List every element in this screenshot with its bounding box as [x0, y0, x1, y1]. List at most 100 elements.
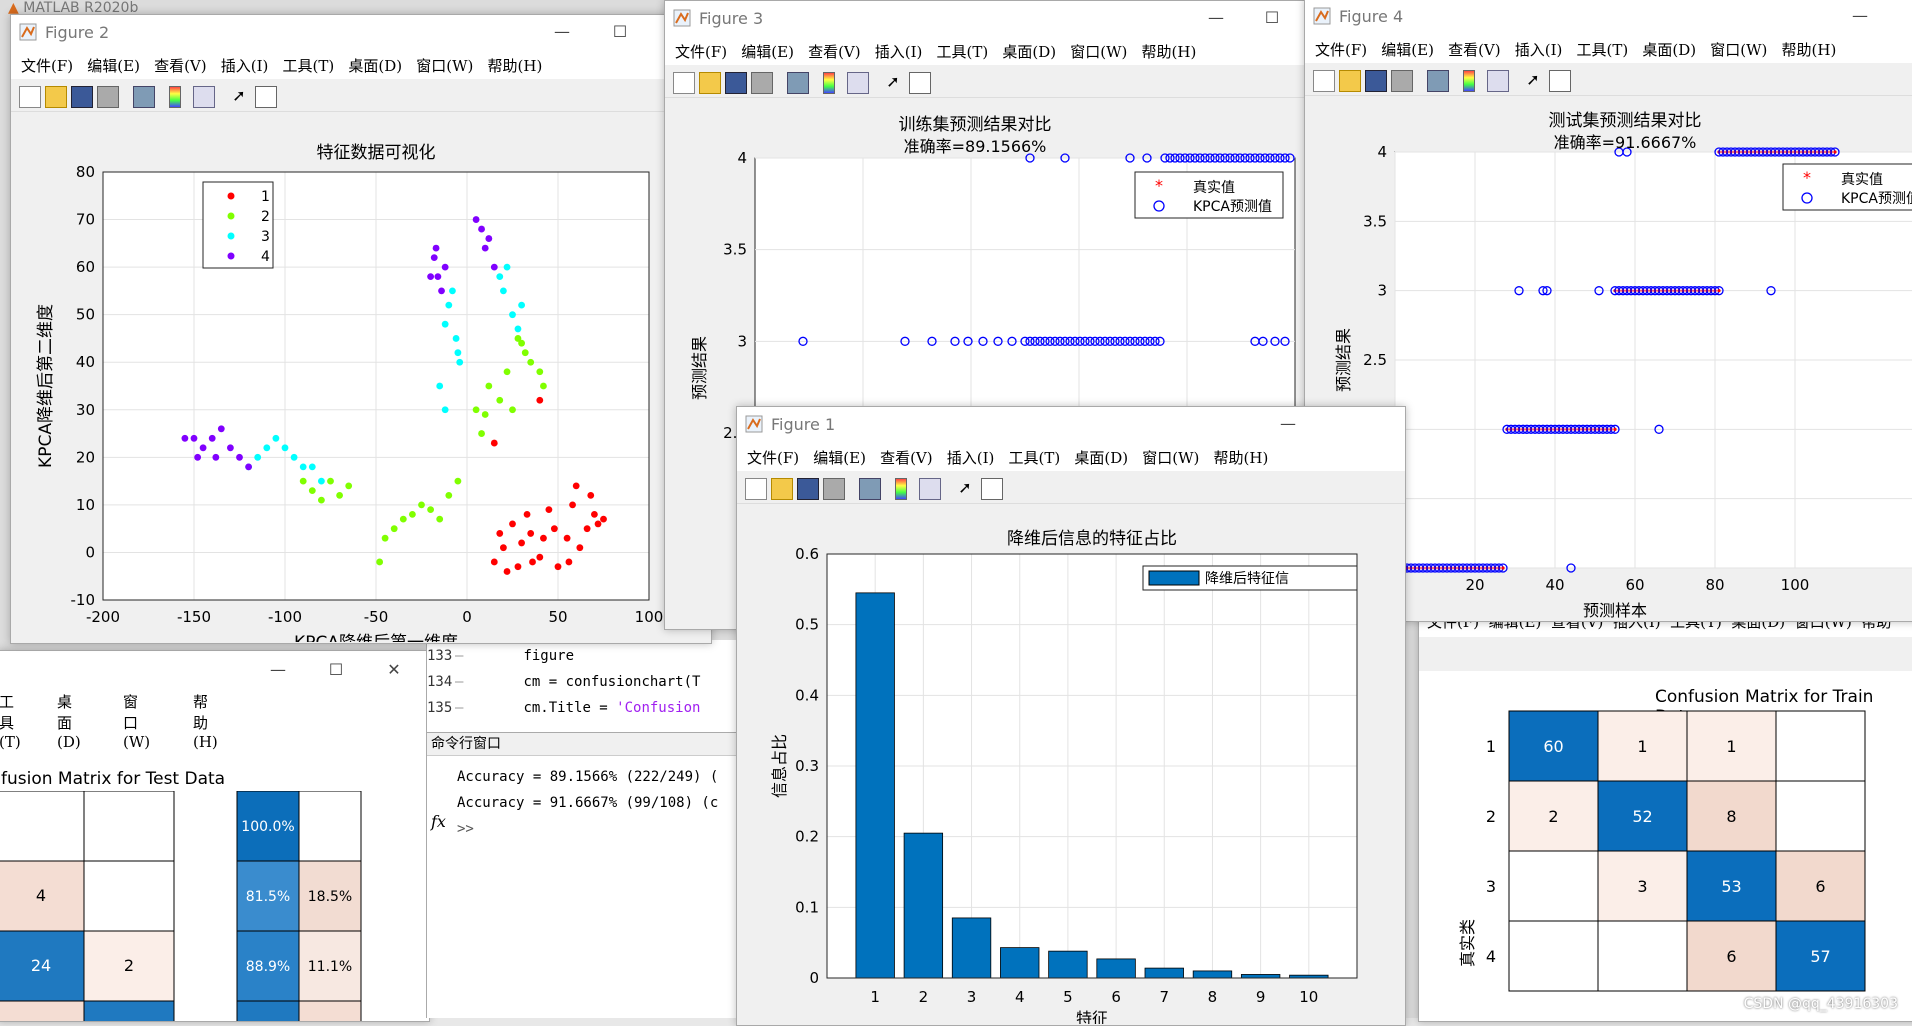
- print-icon[interactable]: [97, 86, 119, 108]
- pointer-icon[interactable]: ➚: [958, 478, 972, 497]
- new-figure-icon[interactable]: [1313, 70, 1335, 92]
- code-line[interactable]: cm.Title = 'Confusion: [523, 700, 701, 716]
- menu-edit[interactable]: 编辑(E): [813, 449, 866, 467]
- menu-desktop[interactable]: 桌面(D): [348, 57, 403, 75]
- code-line[interactable]: cm = confusionchart(T: [523, 674, 701, 690]
- new-figure-icon[interactable]: [673, 72, 695, 94]
- menu-help[interactable]: 帮助(H): [1213, 449, 1269, 467]
- menu-help[interactable]: 帮助(H): [1141, 43, 1197, 61]
- link-plot-icon[interactable]: [1427, 70, 1449, 92]
- print-icon[interactable]: [751, 72, 773, 94]
- menu-insert[interactable]: 插入(I): [946, 449, 995, 467]
- predicted-marker: [1140, 336, 1150, 346]
- menu-tools[interactable]: 工具(T): [0, 693, 21, 751]
- minimize-button[interactable]: —: [270, 660, 286, 679]
- scatter-point: [481, 411, 489, 418]
- scatter-point: [199, 444, 207, 452]
- command-window-header: 命令行窗口: [427, 732, 751, 756]
- legend-icon[interactable]: [193, 86, 215, 108]
- x-tick-label: 3: [967, 988, 977, 1006]
- code-line[interactable]: figure: [523, 648, 575, 664]
- menu-window[interactable]: 窗口(W): [416, 57, 474, 75]
- matrix-cell-value: 1: [1637, 737, 1647, 756]
- menu-tools[interactable]: 工具(T): [1576, 41, 1629, 59]
- open-file-icon[interactable]: [771, 478, 793, 500]
- open-file-icon[interactable]: [1339, 70, 1361, 92]
- maximize-button[interactable]: ☐: [612, 22, 628, 41]
- menu-view[interactable]: 查看(V): [808, 43, 861, 61]
- menu-help[interactable]: 帮助(H): [1781, 41, 1837, 59]
- menu-window[interactable]: 窗口(W): [123, 693, 151, 751]
- predicted-marker: [1766, 286, 1776, 296]
- minimize-button[interactable]: —: [1208, 8, 1224, 27]
- new-figure-icon[interactable]: [745, 478, 767, 500]
- menu-window[interactable]: 窗口(W): [1070, 43, 1128, 61]
- close-button[interactable]: ✕: [387, 660, 401, 679]
- menu-desktop[interactable]: 桌面(D): [57, 693, 81, 751]
- colorbar-icon[interactable]: [895, 478, 907, 500]
- pointer-icon[interactable]: ➚: [232, 86, 246, 105]
- scatter-point: [600, 515, 607, 523]
- menu-view[interactable]: 查看(V): [880, 449, 933, 467]
- predicted-marker: [1280, 153, 1290, 163]
- menu-file[interactable]: 文件(F): [675, 43, 728, 61]
- minimize-button[interactable]: —: [554, 22, 570, 41]
- legend-icon[interactable]: [847, 72, 869, 94]
- menu-tools[interactable]: 工具(T): [936, 43, 989, 61]
- menu-view[interactable]: 查看(V): [154, 57, 207, 75]
- menu-file[interactable]: 文件(F): [21, 57, 74, 75]
- scatter-point: [485, 382, 493, 390]
- menu-desktop[interactable]: 桌面(D): [1642, 41, 1697, 59]
- colorbar-icon[interactable]: [169, 86, 181, 108]
- new-figure-icon[interactable]: [19, 86, 41, 108]
- menu-tools[interactable]: 工具(T): [282, 57, 335, 75]
- save-icon[interactable]: [1365, 70, 1387, 92]
- save-icon[interactable]: [725, 72, 747, 94]
- menu-window[interactable]: 窗口(W): [1710, 41, 1768, 59]
- true-marker: [1833, 150, 1837, 154]
- menu-edit[interactable]: 编辑(E): [1381, 41, 1434, 59]
- minimize-button[interactable]: —: [1280, 414, 1296, 433]
- colorbar-icon[interactable]: [823, 72, 835, 94]
- link-plot-icon[interactable]: [133, 86, 155, 108]
- property-editor-icon[interactable]: [255, 86, 277, 108]
- matrix-cell-value: 57: [1810, 947, 1830, 966]
- menu-insert[interactable]: 插入(I): [220, 57, 269, 75]
- menu-help[interactable]: 帮助(H): [487, 57, 543, 75]
- pointer-icon[interactable]: ➚: [1526, 70, 1540, 89]
- open-file-icon[interactable]: [699, 72, 721, 94]
- pointer-icon[interactable]: ➚: [886, 72, 900, 91]
- link-plot-icon[interactable]: [787, 72, 809, 94]
- colorbar-icon[interactable]: [1463, 70, 1475, 92]
- menu-file[interactable]: 文件(F): [1315, 41, 1368, 59]
- menu-file[interactable]: 文件(F): [747, 449, 800, 467]
- menu-edit[interactable]: 编辑(E): [87, 57, 140, 75]
- save-icon[interactable]: [797, 478, 819, 500]
- minimize-button[interactable]: —: [1852, 6, 1868, 25]
- menu-window[interactable]: 窗口(W): [1142, 449, 1200, 467]
- maximize-button[interactable]: ☐: [1264, 8, 1280, 27]
- true-marker: [1717, 289, 1721, 293]
- legend-icon[interactable]: [1487, 70, 1509, 92]
- menu-tools[interactable]: 工具(T): [1008, 449, 1061, 467]
- menu-insert[interactable]: 插入(I): [874, 43, 923, 61]
- property-editor-icon[interactable]: [1549, 70, 1571, 92]
- print-icon[interactable]: [823, 478, 845, 500]
- link-plot-icon[interactable]: [859, 478, 881, 500]
- x-tick-label: 100: [635, 608, 664, 626]
- open-file-icon[interactable]: [45, 86, 67, 108]
- property-editor-icon[interactable]: [909, 72, 931, 94]
- menu-insert[interactable]: 插入(I): [1514, 41, 1563, 59]
- maximize-button[interactable]: ☐: [328, 660, 344, 679]
- menu-desktop[interactable]: 桌面(D): [1074, 449, 1129, 467]
- menu-edit[interactable]: 编辑(E): [741, 43, 794, 61]
- print-icon[interactable]: [1391, 70, 1413, 92]
- menu-view[interactable]: 查看(V): [1448, 41, 1501, 59]
- save-icon[interactable]: [71, 86, 93, 108]
- menu-help[interactable]: 帮助(H): [193, 693, 218, 751]
- legend-icon[interactable]: [919, 478, 941, 500]
- command-prompt[interactable]: >>: [457, 821, 474, 837]
- predicted-marker: [1040, 336, 1050, 346]
- menu-desktop[interactable]: 桌面(D): [1002, 43, 1057, 61]
- property-editor-icon[interactable]: [981, 478, 1003, 500]
